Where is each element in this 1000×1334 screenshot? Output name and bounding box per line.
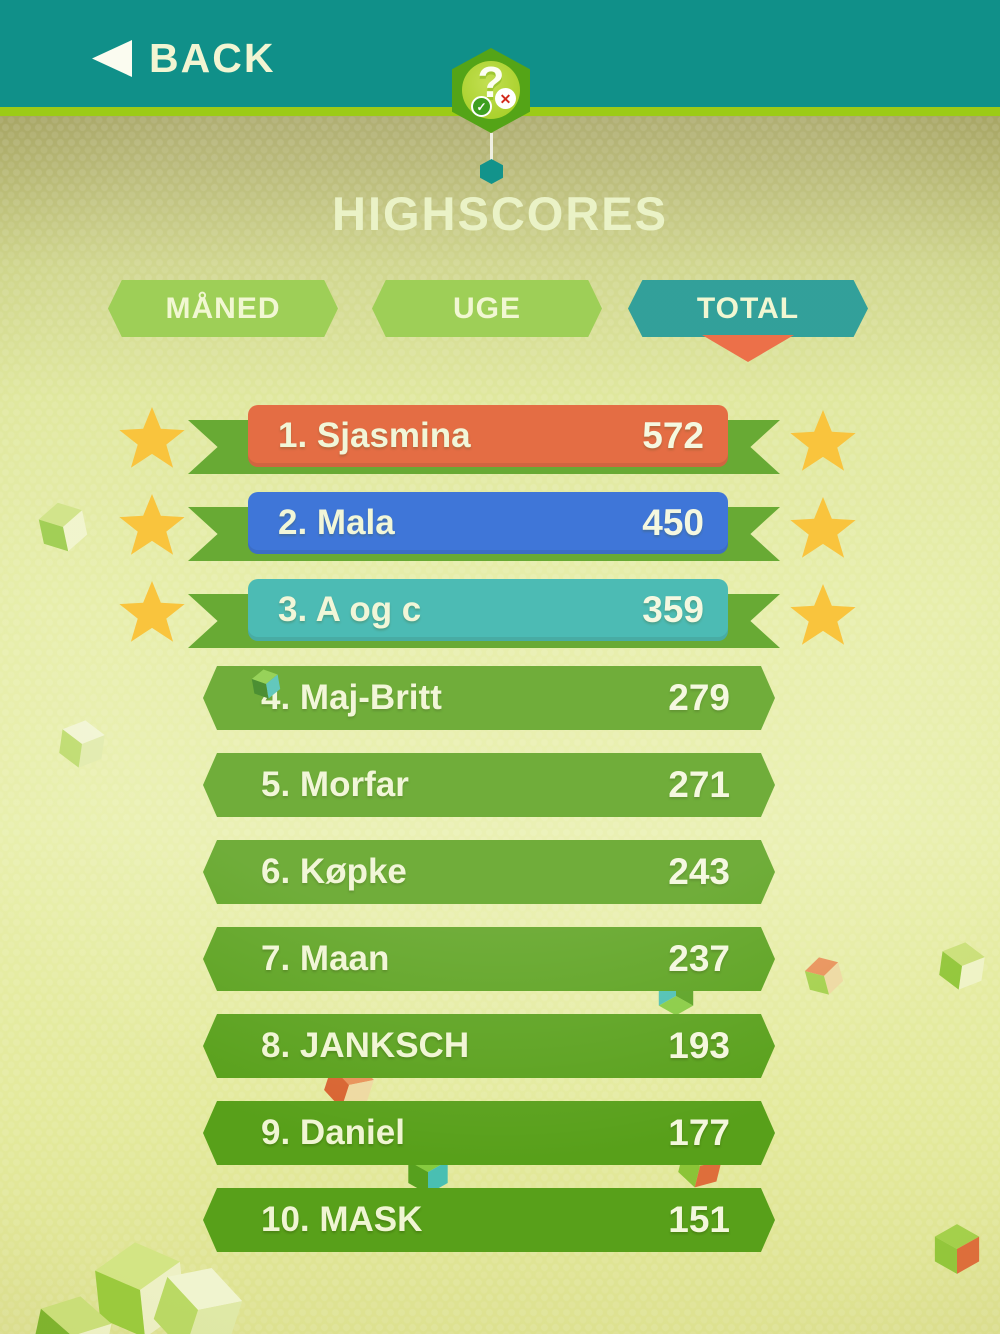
cube-decoration — [251, 669, 281, 699]
player-score: 450 — [642, 502, 704, 543]
player-name: 2. Mala — [278, 503, 395, 542]
score-bar-3: 3. A og c 359 — [248, 579, 728, 641]
player-name: 5. Morfar — [261, 765, 409, 804]
cube-decoration — [32, 1296, 112, 1334]
score-row-5: 5. Morfar 271 — [0, 753, 1000, 823]
tab-uge-background — [372, 280, 602, 337]
player-name: 10. MASK — [261, 1200, 423, 1239]
cube-decoration — [804, 957, 844, 995]
star-icon — [119, 494, 185, 555]
cube-decoration — [38, 502, 88, 552]
cube-decoration — [153, 1268, 243, 1334]
player-name: 3. A og c — [278, 590, 422, 629]
player-score: 237 — [668, 938, 730, 979]
player-name: 8. JANKSCH — [261, 1026, 470, 1065]
tab-total[interactable]: TOTAL — [628, 280, 868, 362]
tab-maaned-label: MÅNED — [165, 291, 281, 325]
badge-stem — [490, 133, 493, 161]
back-label: BACK — [149, 35, 276, 81]
score-bar-8: 8. JANKSCH 193 — [203, 1014, 775, 1078]
badge-circle: ? ✓ ✕ — [462, 61, 520, 119]
period-tabs: MÅNED UGE TOTAL — [0, 280, 1000, 362]
player-score: 151 — [668, 1199, 730, 1240]
player-score: 243 — [668, 851, 730, 892]
score-row-4: 4. Maj-Britt 279 — [0, 666, 1000, 736]
player-score: 177 — [668, 1112, 730, 1153]
cube-decoration — [59, 720, 105, 768]
score-row-6: 6. Køpke 243 — [0, 840, 1000, 910]
back-button[interactable]: BACK — [92, 38, 275, 79]
tab-uge-label: UGE — [452, 291, 521, 325]
score-bar-2: 2. Mala 450 — [248, 492, 728, 554]
score-bar-9: 9. Daniel 177 — [203, 1101, 775, 1165]
player-name: 1. Sjasmina — [278, 416, 471, 455]
tab-total-label: TOTAL — [696, 291, 800, 325]
star-icon — [790, 584, 856, 645]
score-row-2: 2. Mala 450 — [0, 492, 1000, 562]
tab-maaned[interactable]: MÅNED — [108, 280, 338, 337]
tab-maaned-background — [108, 280, 338, 337]
cube-decoration — [939, 942, 985, 990]
back-arrow-icon — [92, 40, 132, 77]
quiz-badge: ? ✓ ✕ — [452, 48, 532, 238]
score-row-9: 9. Daniel 177 — [0, 1101, 1000, 1171]
score-bar-5: 5. Morfar 271 — [203, 753, 775, 817]
badge-pin-hexagon-icon — [480, 159, 503, 184]
cross-icon: ✕ — [495, 88, 516, 109]
score-row-7: 7. Maan 237 — [0, 927, 1000, 997]
player-name: 6. Køpke — [261, 852, 407, 891]
score-row-3: 3. A og c 359 — [0, 579, 1000, 649]
tab-total-background — [628, 280, 868, 337]
player-name: 7. Maan — [261, 939, 390, 978]
player-score: 271 — [668, 764, 730, 805]
score-bar-7: 7. Maan 237 — [203, 927, 775, 991]
star-icon — [790, 410, 856, 471]
player-score: 572 — [642, 415, 704, 456]
page-title: HIGHSCORES — [332, 187, 668, 240]
tab-uge[interactable]: UGE — [372, 280, 602, 337]
player-score: 359 — [642, 589, 704, 630]
player-score: 279 — [668, 677, 730, 718]
score-row-1: 1. Sjasmina 572 — [0, 405, 1000, 475]
score-bar-1: 1. Sjasmina 572 — [248, 405, 728, 467]
cube-decoration — [934, 1224, 980, 1274]
score-bar-6: 6. Køpke 243 — [203, 840, 775, 904]
player-name: 4. Maj-Britt — [261, 678, 442, 717]
score-bar-4: 4. Maj-Britt 279 — [203, 666, 775, 730]
star-icon — [119, 407, 185, 468]
check-icon: ✓ — [471, 96, 492, 117]
score-row-10: 10. MASK 151 — [0, 1188, 1000, 1258]
player-name: 9. Daniel — [261, 1113, 405, 1152]
star-icon — [790, 497, 856, 558]
score-row-8: 8. JANKSCH 193 — [0, 1014, 1000, 1084]
star-icon — [119, 581, 185, 642]
score-bar-10: 10. MASK 151 — [203, 1188, 775, 1252]
active-tab-pointer-icon — [702, 335, 794, 362]
player-score: 193 — [668, 1025, 730, 1066]
